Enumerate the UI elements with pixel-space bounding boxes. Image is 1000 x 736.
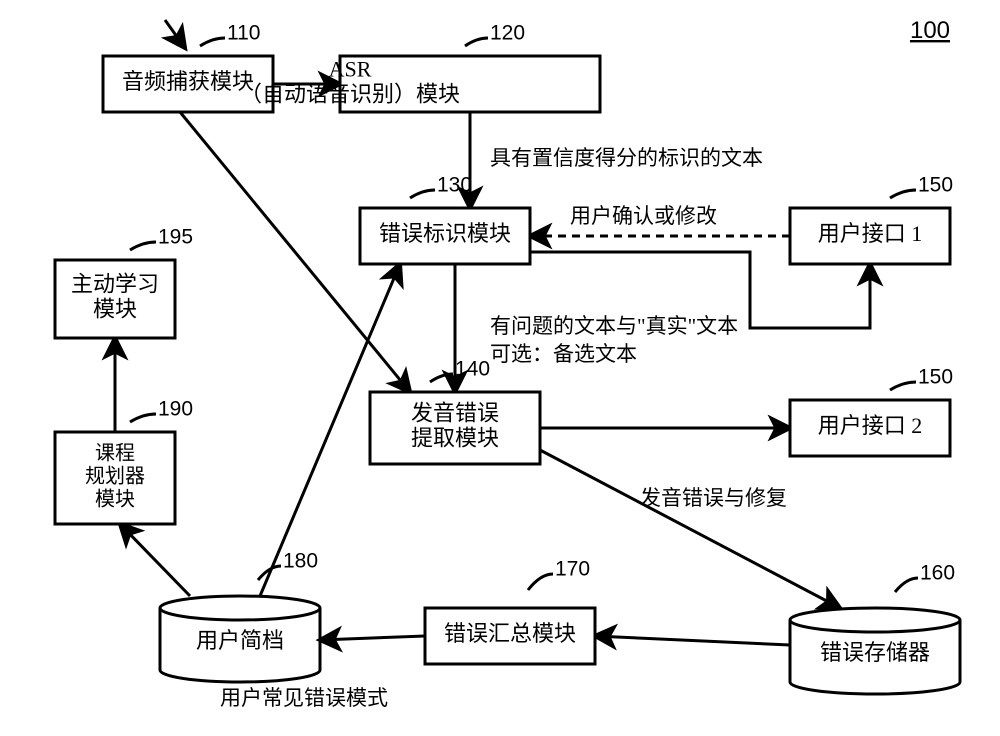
- node-n130: 错误标识模块: [360, 208, 530, 264]
- node-n140: 发音错误提取模块: [370, 392, 540, 464]
- node-n150b: 用户接口 2: [790, 400, 950, 456]
- ref-number: 150: [918, 366, 953, 389]
- node-label: 错误标识模块: [379, 221, 511, 246]
- node-n160: 错误存储器: [790, 608, 960, 694]
- ref-number: 190: [158, 398, 193, 421]
- node-label: 错误存储器: [820, 640, 930, 665]
- node-label: （自动语音识别）模块: [240, 82, 460, 107]
- node-n190: 课程规划器模块: [55, 432, 175, 524]
- node-label: 用户接口 1: [818, 221, 923, 246]
- edge-n160-n170: [595, 636, 790, 645]
- ref-number: 180: [283, 550, 318, 573]
- node-label: 规划器: [85, 465, 145, 488]
- node-label: 模块: [95, 488, 135, 511]
- edge-n140-n160: [540, 450, 840, 608]
- node-label: 主动学习: [71, 271, 159, 296]
- edge-label: 具有置信度得分的标识的文本: [490, 146, 763, 170]
- ref-number: 170: [555, 558, 590, 581]
- edge-n180-n190: [120, 524, 190, 596]
- node-label: 音频捕获模块: [122, 69, 254, 94]
- node-label: 用户接口 2: [818, 413, 923, 438]
- node-label: ASR: [329, 56, 372, 81]
- node-label: 模块: [93, 297, 137, 322]
- node-n195: 主动学习模块: [55, 260, 175, 338]
- node-label: 发音错误: [411, 400, 499, 425]
- edge-label: 有问题的文本与"真实"文本: [490, 314, 738, 338]
- node-n150a: 用户接口 1: [790, 208, 950, 264]
- ref-number: 110: [227, 22, 260, 45]
- ref-number: 140: [455, 358, 490, 381]
- diagram-svg: 音频捕获模块ASR（自动语音识别）模块错误标识模块发音错误提取模块用户接口 1用…: [0, 0, 1000, 736]
- edge-label: 发音错误与修复: [640, 486, 787, 510]
- ref-number: 160: [920, 562, 955, 585]
- ref-number: 195: [158, 226, 193, 249]
- node-label: 提取模块: [411, 426, 499, 451]
- ref-number: 120: [490, 22, 525, 45]
- node-label: 用户简档: [196, 628, 284, 653]
- ref-number: 150: [918, 174, 953, 197]
- ref-number: 130: [437, 174, 472, 197]
- node-n120: ASR（自动语音识别）模块: [240, 56, 600, 112]
- node-n180: 用户简档: [160, 596, 320, 682]
- figure-number: 100: [910, 17, 950, 44]
- audio-input-arrow: [165, 20, 185, 48]
- node-label: 错误汇总模块: [444, 621, 576, 646]
- edge-label: 用户确认或修改: [570, 204, 717, 228]
- node-n170: 错误汇总模块: [425, 608, 595, 664]
- edge-n170-n180: [320, 636, 425, 640]
- edge-label: 可选：备选文本: [490, 342, 637, 366]
- node-label: 课程: [95, 442, 135, 465]
- edge-label: 用户常见错误模式: [220, 686, 388, 710]
